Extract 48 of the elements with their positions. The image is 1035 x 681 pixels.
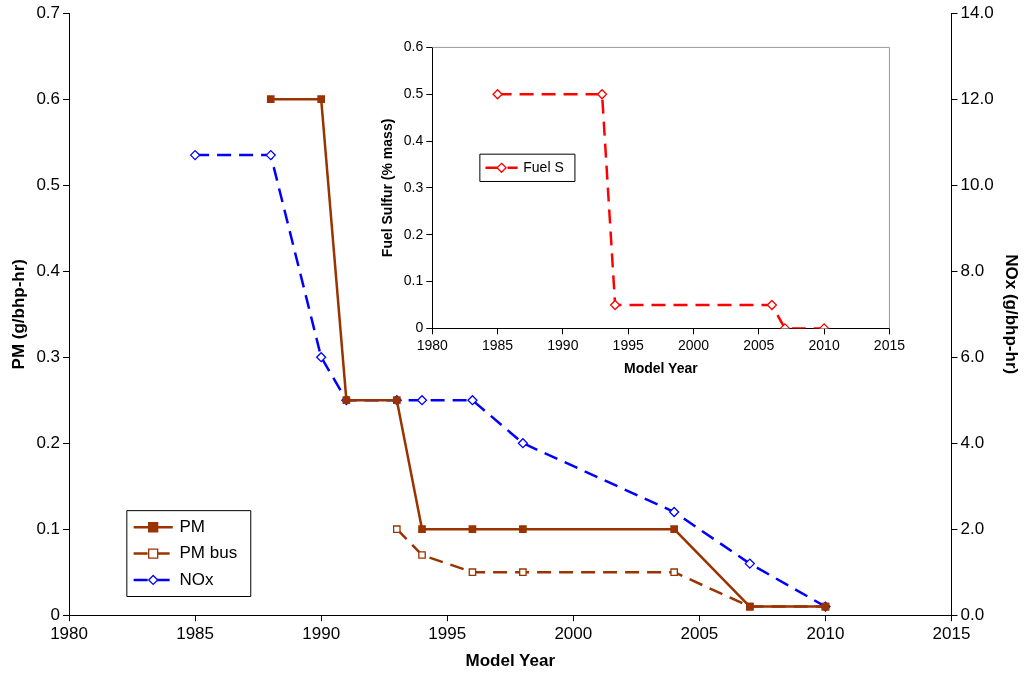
legend-label: Fuel S xyxy=(523,158,564,175)
x-tick-label: 2005 xyxy=(743,336,775,353)
x-tick-label: 1995 xyxy=(428,624,467,644)
x-tick-label: 1980 xyxy=(50,624,88,644)
y-tick-label: 0.5 xyxy=(403,85,424,102)
y-tick-label: 0.2 xyxy=(403,225,424,242)
y-tick-label: 0.6 xyxy=(36,88,61,108)
y-tick-label: 0.4 xyxy=(403,131,424,148)
y2-tick-label: 10.0 xyxy=(960,174,994,194)
x-tick-label: 2015 xyxy=(873,336,906,353)
x-tick-label: 2000 xyxy=(677,336,710,353)
legend-label: PM bus xyxy=(179,543,238,563)
x-tick-label: 2005 xyxy=(680,624,719,644)
x-axis-title: Model Year xyxy=(624,360,699,377)
x-tick-label: 1990 xyxy=(302,624,341,644)
x-tick-label: 2015 xyxy=(932,624,971,644)
y-tick-label: 0.2 xyxy=(36,432,61,452)
y2-tick-label: 2.0 xyxy=(960,518,985,538)
x-tick-label: 2010 xyxy=(808,336,840,353)
x-axis-title: Model Year xyxy=(465,651,556,671)
x-tick-label: 2000 xyxy=(554,624,593,644)
y-tick-label: 0.6 xyxy=(403,38,424,55)
y-tick-label: 0.3 xyxy=(36,346,61,366)
y-axis-title: Fuel Sulfur (% mass) xyxy=(379,118,396,258)
y2-tick-label: 4.0 xyxy=(960,432,985,452)
y-tick-label: 0.3 xyxy=(403,178,424,195)
x-tick-label: 1980 xyxy=(416,336,449,353)
y-axis-title: PM (g/bhp-hr) xyxy=(8,258,28,370)
y2-tick-label: 14.0 xyxy=(960,2,994,22)
x-tick-label: 1985 xyxy=(481,336,514,353)
y2-tick-label: 6.0 xyxy=(960,346,985,366)
y2-tick-label: 0.0 xyxy=(960,604,985,624)
y2-tick-label: 8.0 xyxy=(960,260,985,280)
x-tick-label: 1985 xyxy=(176,624,215,644)
y2-tick-label: 12.0 xyxy=(960,88,994,108)
x-tick-label: 1995 xyxy=(612,336,644,353)
y-tick-label: 0.5 xyxy=(36,174,61,194)
y-tick-label: 0.7 xyxy=(36,2,61,22)
y2-axis-title: NOx (g/bhp-hr) xyxy=(1002,254,1022,375)
y-tick-label: 0.1 xyxy=(36,518,61,538)
y-tick-label: 0.1 xyxy=(403,272,424,289)
y-tick-label: 0 xyxy=(50,604,61,624)
legend-label: NOx xyxy=(179,569,215,589)
x-tick-label: 2010 xyxy=(806,624,845,644)
y-tick-label: 0.4 xyxy=(36,260,61,280)
legend-label: PM xyxy=(179,516,206,536)
y-tick-label: 0 xyxy=(415,319,424,336)
x-tick-label: 1990 xyxy=(547,336,579,353)
